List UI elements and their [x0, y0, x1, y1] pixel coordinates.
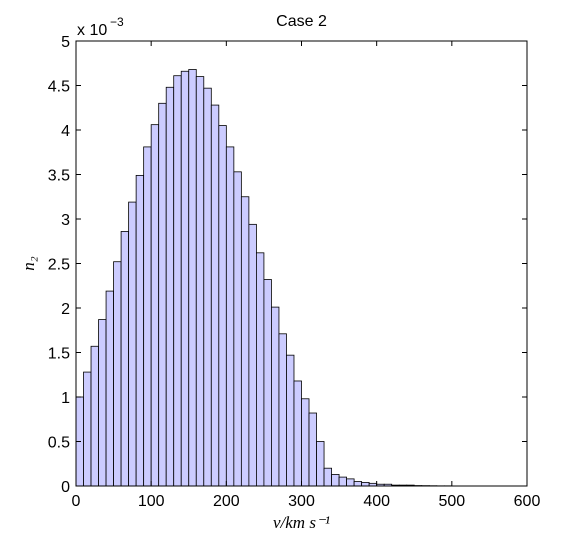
histogram-bar	[361, 482, 370, 487]
histogram-bar	[338, 476, 348, 487]
y-axis-multiplier: x 10	[77, 22, 107, 39]
histogram-bar	[120, 231, 130, 487]
x-axis-label: v/km s⁻¹	[273, 513, 330, 532]
histogram-bar	[316, 441, 325, 487]
histogram-bar	[210, 104, 220, 487]
chart-title: Case 2	[276, 13, 327, 30]
histogram-bar	[180, 70, 190, 487]
y-axis-label: n₂	[19, 256, 38, 271]
histogram-bar	[240, 196, 250, 487]
histogram-bar	[218, 125, 227, 487]
histogram-bar	[113, 261, 122, 487]
y-tick-label: 5	[61, 34, 70, 51]
histogram-bar	[135, 174, 145, 487]
histogram-bar	[143, 146, 152, 487]
histogram-bar	[301, 398, 310, 487]
y-tick-label: 1	[61, 390, 70, 407]
y-tick-label: 2	[61, 301, 70, 318]
y-tick-label: 0	[61, 479, 70, 496]
histogram-bar	[105, 290, 114, 487]
histogram-bar	[323, 467, 332, 487]
y-axis-exponent: −3	[110, 15, 124, 29]
histogram-bar	[353, 481, 363, 487]
histogram-bar	[331, 474, 340, 487]
histogram-bar	[173, 75, 182, 487]
x-tick-label: 500	[438, 493, 465, 510]
histogram-bar	[188, 69, 197, 487]
x-tick-label: 300	[288, 493, 315, 510]
x-tick-label: 200	[213, 493, 240, 510]
y-axis-ticks: 0 0.5 1 1.5 2 2.5 3 3.5 4 4.5 5	[48, 34, 527, 496]
y-tick-label: 2.5	[48, 257, 70, 274]
histogram-bar	[225, 146, 235, 487]
histogram-bar	[346, 478, 355, 487]
histogram-bar	[293, 380, 302, 487]
y-tick-label: 4.5	[48, 79, 70, 96]
bars-group	[75, 69, 528, 487]
x-tick-label: 400	[363, 493, 390, 510]
x-tick-label: 100	[138, 493, 165, 510]
y-tick-label: 4	[61, 123, 70, 140]
histogram-bar	[203, 87, 212, 487]
y-tick-label: 3	[61, 212, 70, 229]
histogram-bar	[233, 171, 242, 487]
histogram-bar	[150, 124, 160, 487]
y-tick-label: 1.5	[48, 346, 70, 363]
histogram-bar	[98, 319, 107, 487]
histogram-bar	[158, 102, 167, 487]
histogram-bar	[271, 306, 280, 487]
x-tick-label: 600	[514, 493, 541, 510]
histogram-bar	[263, 279, 272, 487]
histogram-bar	[83, 371, 92, 487]
histogram-bar	[165, 86, 175, 487]
histogram-bar	[308, 412, 317, 487]
histogram-bar	[255, 252, 265, 487]
x-axis-ticks: 0 100 200 300 400 500 600	[72, 41, 541, 510]
histogram-bar	[286, 354, 295, 487]
histogram-bar	[248, 223, 257, 487]
histogram-bar	[90, 345, 99, 487]
x-tick-label: 0	[72, 493, 81, 510]
histogram-bar	[195, 76, 205, 487]
histogram-bar	[278, 333, 287, 487]
histogram-bar	[128, 201, 137, 487]
y-tick-label: 3.5	[48, 168, 70, 185]
y-tick-label: 0.5	[48, 435, 70, 452]
